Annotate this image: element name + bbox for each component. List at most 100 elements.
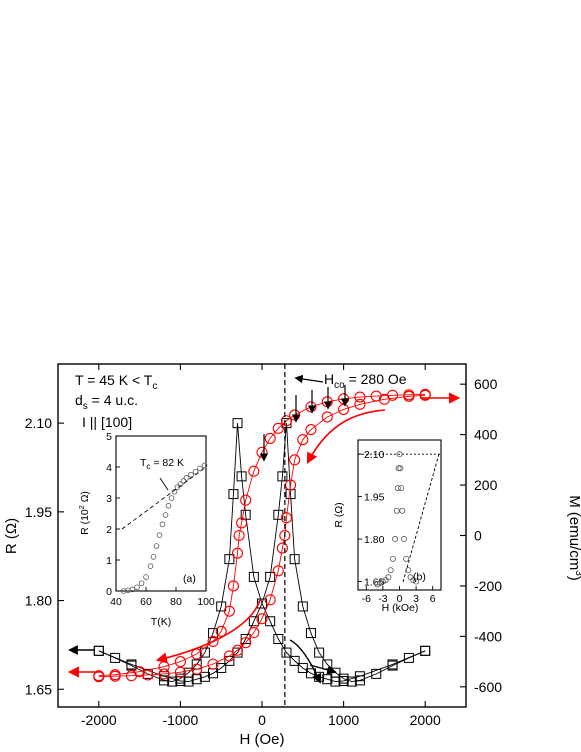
inset-a-y-tick-label: 1	[106, 555, 112, 567]
inset-b-point	[403, 555, 410, 562]
red-arrow-lower-curve	[155, 599, 261, 664]
square-sweep-up-line	[98, 423, 426, 683]
x-axis-label: H (Oe)	[240, 731, 285, 748]
inset-b-x-label: H (kOe)	[382, 602, 419, 614]
inset-a-panel-label: (a)	[183, 573, 196, 585]
inset-a-point	[177, 481, 184, 487]
inset-b-x-tick-label: 6	[430, 593, 436, 605]
circle-point	[233, 529, 245, 542]
square-point	[216, 601, 227, 612]
inset-b-point	[413, 578, 420, 585]
circle-point	[297, 434, 309, 446]
inset-a-point	[153, 543, 160, 549]
annotation-current-direction: I || [100]	[82, 414, 132, 430]
circle-point	[223, 650, 235, 662]
square-point	[314, 647, 325, 658]
inset-b-panel-label: (b)	[413, 571, 426, 583]
circle-point	[109, 670, 121, 682]
square-point	[403, 652, 414, 663]
circle-point	[191, 663, 203, 675]
y-right-tick-label: 400	[474, 427, 498, 443]
black-arrow-right	[289, 639, 322, 684]
y-right-tick-label: 600	[474, 376, 498, 392]
inset-b-y-label: R (Ω)	[333, 502, 345, 527]
inset-b-point	[395, 465, 402, 472]
inset-a-point	[174, 484, 181, 490]
inset-a-point	[138, 580, 145, 587]
y-left-axis-label: R (Ω)	[3, 518, 20, 554]
inset-a-point	[162, 512, 169, 518]
square-point	[346, 676, 357, 687]
annotation-hco: Hco = 280 Oe	[324, 371, 407, 391]
circle-point	[248, 465, 260, 477]
circle-point	[378, 393, 390, 405]
circle-point	[231, 547, 244, 559]
inset-a-series	[120, 462, 208, 594]
circle-point	[280, 512, 293, 524]
square-point	[277, 471, 288, 482]
y-left-tick-label: 1.80	[25, 593, 52, 609]
circle-point	[419, 389, 431, 401]
circle-point	[227, 580, 239, 592]
inset-b-point	[396, 451, 403, 458]
square-point	[110, 652, 121, 663]
y-right-axis-label: M (emu/cm3)	[566, 495, 581, 581]
x-tick-label: -2000	[81, 712, 117, 728]
circle-point	[256, 613, 268, 625]
square-point	[228, 489, 239, 500]
hco-pointer-arrow	[294, 374, 324, 384]
inset-b-point	[399, 507, 406, 514]
square-point	[93, 645, 104, 656]
circle-point	[321, 411, 333, 423]
inset-b-point	[385, 574, 392, 581]
circle-point	[207, 635, 219, 647]
circle-sweep-down-line	[98, 393, 426, 677]
square-point	[273, 633, 284, 644]
inset-a-point	[201, 462, 208, 469]
circle-point	[285, 479, 297, 491]
red-arrow-upper-curve	[306, 409, 386, 464]
square-point	[248, 571, 259, 582]
circle-point	[223, 605, 235, 617]
circle-point	[240, 637, 252, 649]
circle-sweep-up-line	[98, 394, 426, 678]
inset-a-point	[143, 574, 149, 580]
y-right-tick-label: -600	[474, 679, 502, 695]
inset-a-point	[165, 502, 172, 509]
y-right-tick-label: 200	[474, 477, 498, 493]
square-point	[297, 662, 308, 673]
inset-b-x-tick-label: 0	[397, 593, 403, 605]
square-point	[289, 554, 300, 565]
square-point	[248, 616, 259, 627]
inset-b-point	[377, 579, 384, 586]
inset-a-y-tick-label: 4	[106, 462, 112, 474]
sweep-arrows	[67, 374, 461, 684]
square-point	[338, 673, 349, 684]
annotation-temperature: T = 45 K < Tc	[75, 372, 157, 392]
inset-a-x-tick-label: 60	[140, 596, 152, 608]
square-point	[208, 628, 219, 639]
circle-point	[231, 644, 244, 656]
square-point	[281, 647, 292, 658]
circle-point	[236, 517, 248, 529]
circle-point	[215, 625, 227, 637]
inset-b-y-tick-label: 1.95	[364, 492, 385, 504]
circle-point	[272, 565, 284, 577]
inset-a-point	[159, 521, 166, 528]
inset-a-point	[197, 465, 203, 472]
inset-a-point	[171, 488, 178, 495]
inset-a: 40 60 80 100 0 1 2 3 4 5 Tc = 82 K (a) T(K) R (10…	[79, 431, 215, 628]
inset-a-point	[183, 475, 190, 481]
y-right-tick-label: -400	[474, 628, 502, 644]
inset-a-point	[192, 468, 199, 475]
inset-b-point	[397, 465, 404, 472]
inset-b-point	[410, 577, 417, 584]
inset-b-dashed-trend	[402, 453, 440, 583]
circle-point	[240, 494, 252, 506]
square-point	[420, 645, 431, 656]
square-point	[322, 674, 333, 685]
inset-b-point	[398, 485, 405, 492]
inset-a-tc-label: Tc = 82 K	[140, 457, 184, 471]
circle-point	[248, 627, 260, 639]
